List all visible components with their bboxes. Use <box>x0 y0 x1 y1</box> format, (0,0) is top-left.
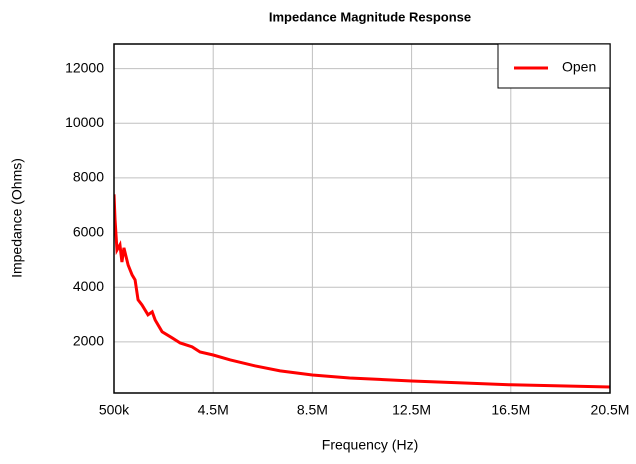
x-tick-label: 4.5M <box>198 402 229 418</box>
x-tick-label: 8.5M <box>297 402 328 418</box>
x-tick-label: 12.5M <box>392 402 431 418</box>
y-axis-label: Impedance (Ohms) <box>9 158 25 278</box>
plot-border <box>113 43 611 394</box>
y-tick-label: 6000 <box>73 223 104 239</box>
chart-title: Impedance Magnitude Response <box>269 9 471 24</box>
x-tick-label: 20.5M <box>591 402 630 418</box>
y-tick-label: 4000 <box>73 278 104 294</box>
x-axis-label: Frequency (Hz) <box>322 437 418 453</box>
y-tick-label: 2000 <box>73 333 104 349</box>
legend-label: Open <box>562 59 596 75</box>
legend-box <box>497 44 610 89</box>
y-tick-label: 12000 <box>65 59 104 75</box>
data-line <box>114 194 610 389</box>
y-tick-label: 8000 <box>73 169 104 185</box>
legend: Open <box>497 44 610 89</box>
x-tick-label: 16.5M <box>491 402 530 418</box>
x-tick-label: 500k <box>99 402 130 418</box>
y-tick-label: 10000 <box>65 114 104 130</box>
